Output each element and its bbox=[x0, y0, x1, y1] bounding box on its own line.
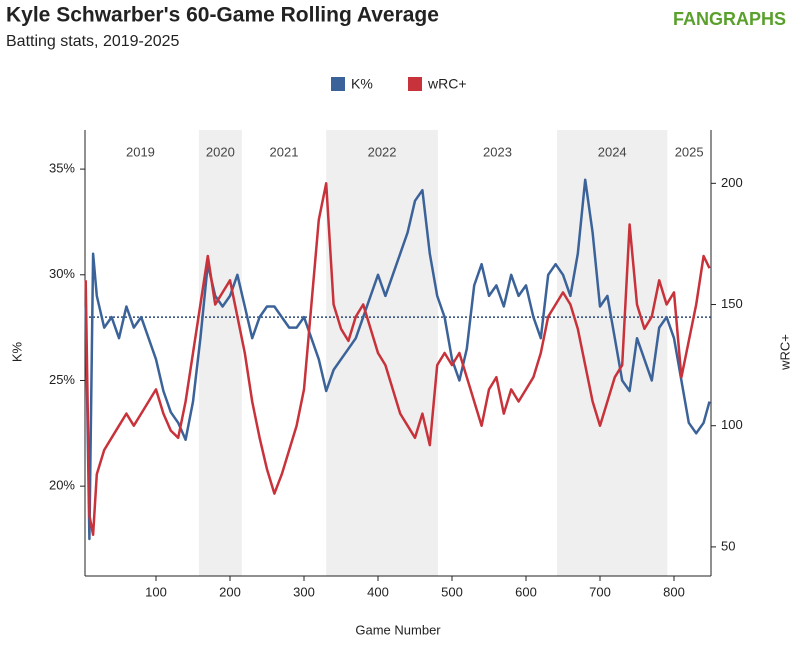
season-label: 2025 bbox=[675, 144, 704, 159]
season-band bbox=[326, 130, 438, 576]
x-tick-label: 700 bbox=[589, 584, 611, 599]
season-band bbox=[557, 130, 668, 576]
legend-label: K% bbox=[351, 76, 373, 92]
legend-label: wRC+ bbox=[427, 76, 467, 92]
series-line bbox=[84, 182, 711, 537]
x-tick-label: 100 bbox=[145, 584, 167, 599]
x-tick-label: 600 bbox=[515, 584, 537, 599]
season-label: 2023 bbox=[483, 144, 512, 159]
y-axis-label: K% bbox=[9, 341, 24, 362]
y2-axis-label: wRC+ bbox=[777, 334, 792, 371]
season-label: 2022 bbox=[368, 144, 397, 159]
legend-swatch bbox=[408, 77, 422, 91]
logo: FANGRAPHS bbox=[673, 9, 786, 29]
chart-subtitle: Batting stats, 2019-2025 bbox=[6, 33, 180, 50]
y2-tick-label: 200 bbox=[721, 175, 743, 190]
x-axis-label: Game Number bbox=[355, 622, 441, 637]
y2-tick-label: 150 bbox=[721, 296, 743, 311]
y-tick-label: 20% bbox=[49, 478, 75, 493]
chart-title: Kyle Schwarber's 60-Game Rolling Average bbox=[6, 4, 439, 27]
season-label: 2020 bbox=[206, 144, 235, 159]
x-tick-label: 500 bbox=[441, 584, 463, 599]
season-label: 2021 bbox=[270, 144, 299, 159]
x-tick-label: 800 bbox=[663, 584, 685, 599]
x-tick-label: 200 bbox=[219, 584, 241, 599]
season-band bbox=[198, 130, 242, 576]
y2-tick-label: 100 bbox=[721, 417, 743, 432]
x-tick-label: 400 bbox=[367, 584, 389, 599]
y2-tick-label: 50 bbox=[721, 538, 735, 553]
season-label: 2024 bbox=[598, 144, 627, 159]
season-label: 2019 bbox=[126, 144, 155, 159]
y-tick-label: 30% bbox=[49, 266, 75, 281]
legend-swatch bbox=[331, 77, 345, 91]
x-tick-label: 300 bbox=[293, 584, 315, 599]
y-tick-label: 35% bbox=[49, 161, 75, 176]
y-tick-label: 25% bbox=[49, 372, 75, 387]
